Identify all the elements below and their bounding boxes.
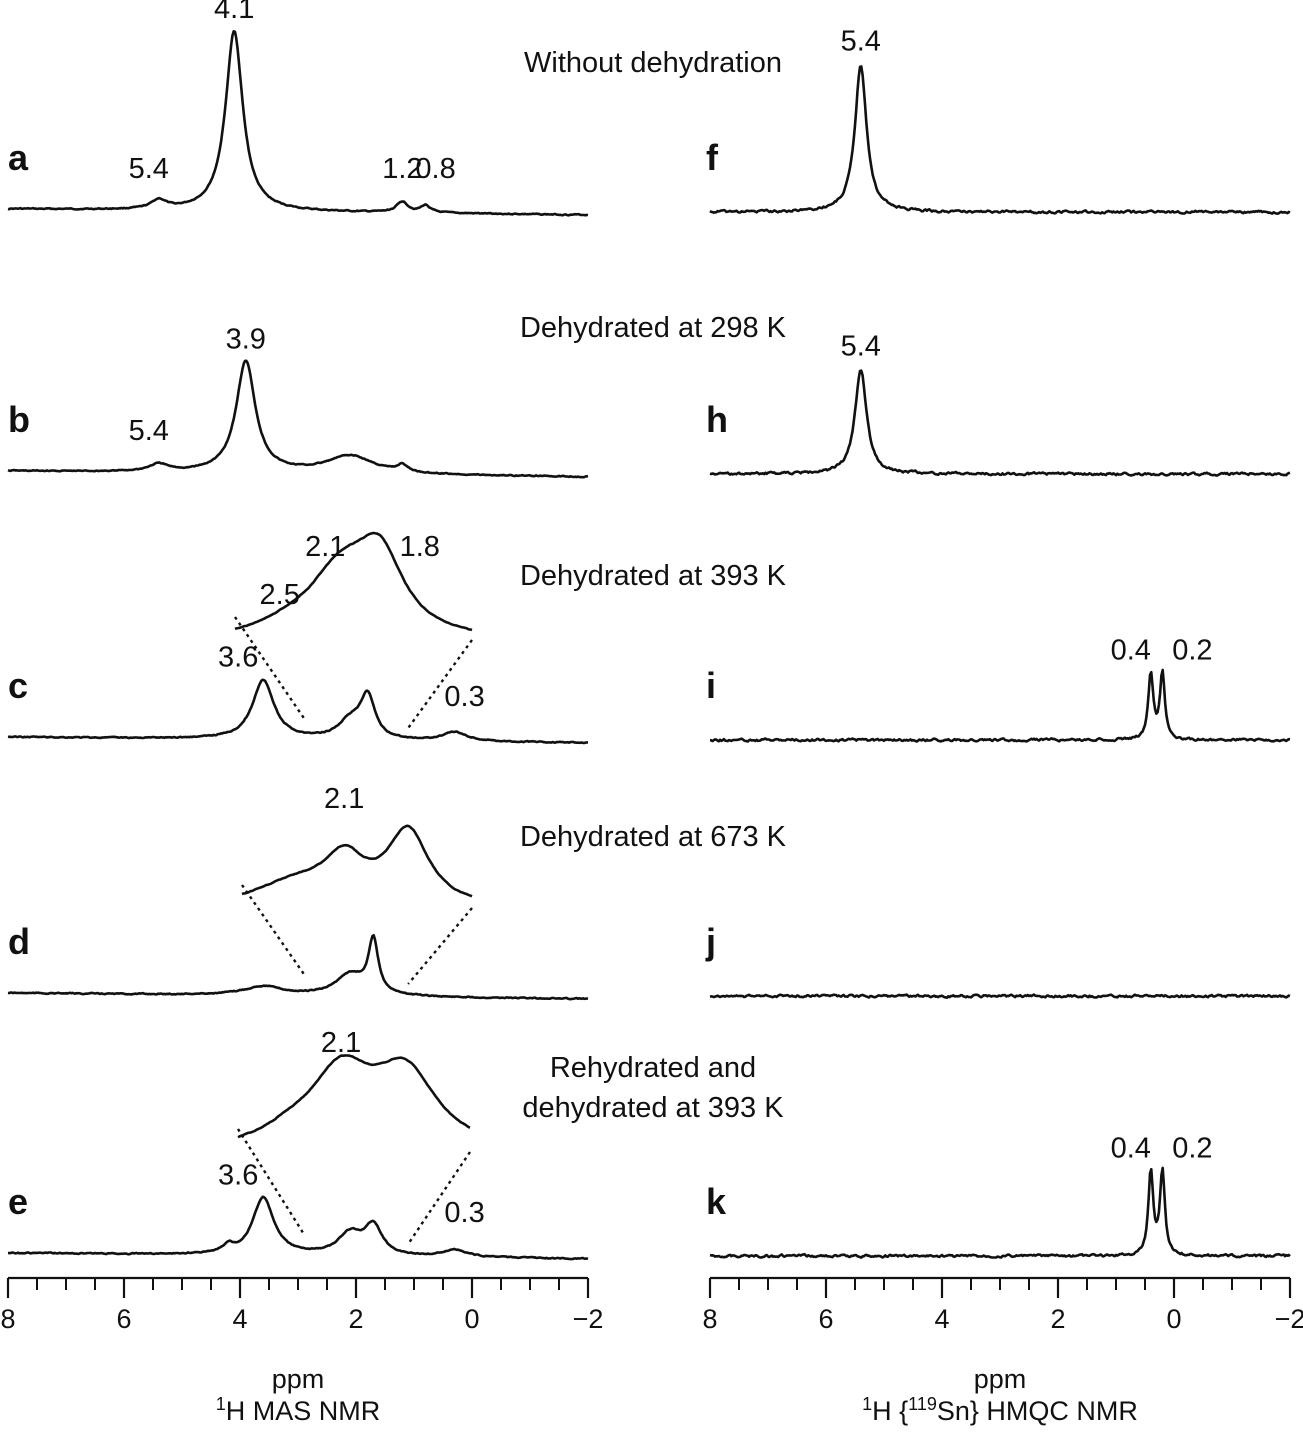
peak-label-a-2: 1.2 <box>382 153 422 185</box>
condition-label-d: Dehydrated at 673 K <box>520 821 787 853</box>
peak-label-a-0: 5.4 <box>129 153 169 185</box>
x-tick-label: −2 <box>573 1304 604 1334</box>
x-tick-label: 4 <box>232 1304 247 1334</box>
peak-label-b-0: 5.4 <box>129 415 169 447</box>
spectrum-b <box>7 359 589 479</box>
peak-label-i-1: 0.2 <box>1172 634 1212 666</box>
x-axis-title: ppm <box>272 1364 325 1394</box>
left-chart-mas-nmr: a 5.4 4.1 1.20.8 Without dehydration b 5.4 3.9 D… <box>0 0 786 1426</box>
peak-label-k-0: 0.4 <box>1111 1132 1151 1164</box>
panel-letter-b: b <box>8 399 30 440</box>
peak-label-b-1: 3.9 <box>226 323 266 355</box>
title-superscript: 119 <box>908 1394 937 1414</box>
x-tick-label: 2 <box>1050 1304 1065 1334</box>
condition-label-a: Without dehydration <box>524 47 782 79</box>
title-superscript: 1 <box>862 1394 872 1414</box>
peak-label-e-0: 3.6 <box>218 1159 258 1191</box>
x-tick-label: 4 <box>934 1304 949 1334</box>
spectrum-j <box>709 993 1291 999</box>
x-tick-label: 2 <box>348 1304 363 1334</box>
x-tick-label: −2 <box>1275 1304 1303 1334</box>
panel-letter-d: d <box>8 921 30 962</box>
panel-letter-f: f <box>706 137 719 178</box>
peak-label-e-4: 0.3 <box>444 1197 484 1229</box>
inset-spectrum-e <box>237 1054 471 1139</box>
inset-peak-label-c-2: 1.8 <box>400 531 440 563</box>
x-tick-label: 6 <box>116 1304 131 1334</box>
x-tick-label: 8 <box>0 1304 15 1334</box>
spectrum-i <box>710 668 1291 743</box>
spectrum-e <box>7 1195 589 1261</box>
x-axis-title: ppm <box>974 1364 1027 1394</box>
guide-line-left-d <box>241 884 305 975</box>
spectrum-d <box>7 934 589 1001</box>
condition-label-c: Dehydrated at 393 K <box>520 560 787 592</box>
panel-letter-h: h <box>706 399 728 440</box>
x-tick-label: 8 <box>702 1304 717 1334</box>
spectrum-f <box>709 65 1291 215</box>
peak-label-k-1: 0.2 <box>1172 1132 1212 1164</box>
inset-peak-label-d-1: 2.1 <box>324 783 364 815</box>
panel-letter-a: a <box>8 137 29 178</box>
x-tick-label: 0 <box>1166 1304 1181 1334</box>
guide-line-right-d <box>407 907 473 985</box>
peak-label-a-3: 0.8 <box>415 153 455 185</box>
inset-peak-label-e-1: 2.1 <box>321 1027 361 1059</box>
panel-letter-i: i <box>706 665 716 706</box>
spectrum-c <box>7 678 588 745</box>
panel-letter-k: k <box>706 1181 727 1222</box>
peak-label-f-0: 5.4 <box>841 25 881 57</box>
x-tick-label: 6 <box>818 1304 833 1334</box>
peak-label-i-0: 0.4 <box>1111 634 1151 666</box>
spectrum-a <box>7 30 589 217</box>
peak-label-c-0: 3.6 <box>218 642 258 674</box>
peak-label-c-3: 0.3 <box>444 681 484 713</box>
inset-spectrum-d <box>241 824 473 898</box>
condition-label-e: dehydrated at 393 K <box>522 1092 784 1124</box>
chart-title: 1H MAS NMR <box>216 1394 381 1426</box>
panel-letter-j: j <box>705 921 716 962</box>
inset-peak-label-c-0: 2.5 <box>260 579 300 611</box>
title-superscript: 1 <box>216 1394 226 1414</box>
x-tick-label: 0 <box>464 1304 479 1334</box>
inset-spectrum-c <box>234 531 473 632</box>
spectrum-h <box>709 369 1291 477</box>
chart-title: 1H {119Sn} HMQC NMR <box>862 1394 1138 1426</box>
condition-label-e: Rehydrated and <box>550 1052 756 1084</box>
spectrum-k <box>709 1166 1291 1259</box>
inset-peak-label-c-1: 2.1 <box>305 531 345 563</box>
condition-label-b: Dehydrated at 298 K <box>520 312 787 344</box>
guide-line-right-e <box>407 1151 471 1245</box>
panel-letter-e: e <box>8 1181 28 1222</box>
panel-letter-c: c <box>8 665 28 706</box>
peak-label-a-1: 4.1 <box>214 0 254 25</box>
peak-label-h-0: 5.4 <box>841 331 881 363</box>
